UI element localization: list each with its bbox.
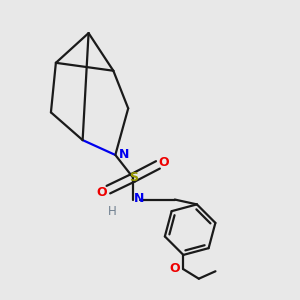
Text: O: O <box>159 156 169 169</box>
Text: O: O <box>97 185 107 199</box>
Text: N: N <box>118 148 129 161</box>
Text: S: S <box>129 171 138 184</box>
Text: O: O <box>170 262 180 275</box>
Text: N: N <box>134 192 144 206</box>
Text: H: H <box>108 205 117 218</box>
